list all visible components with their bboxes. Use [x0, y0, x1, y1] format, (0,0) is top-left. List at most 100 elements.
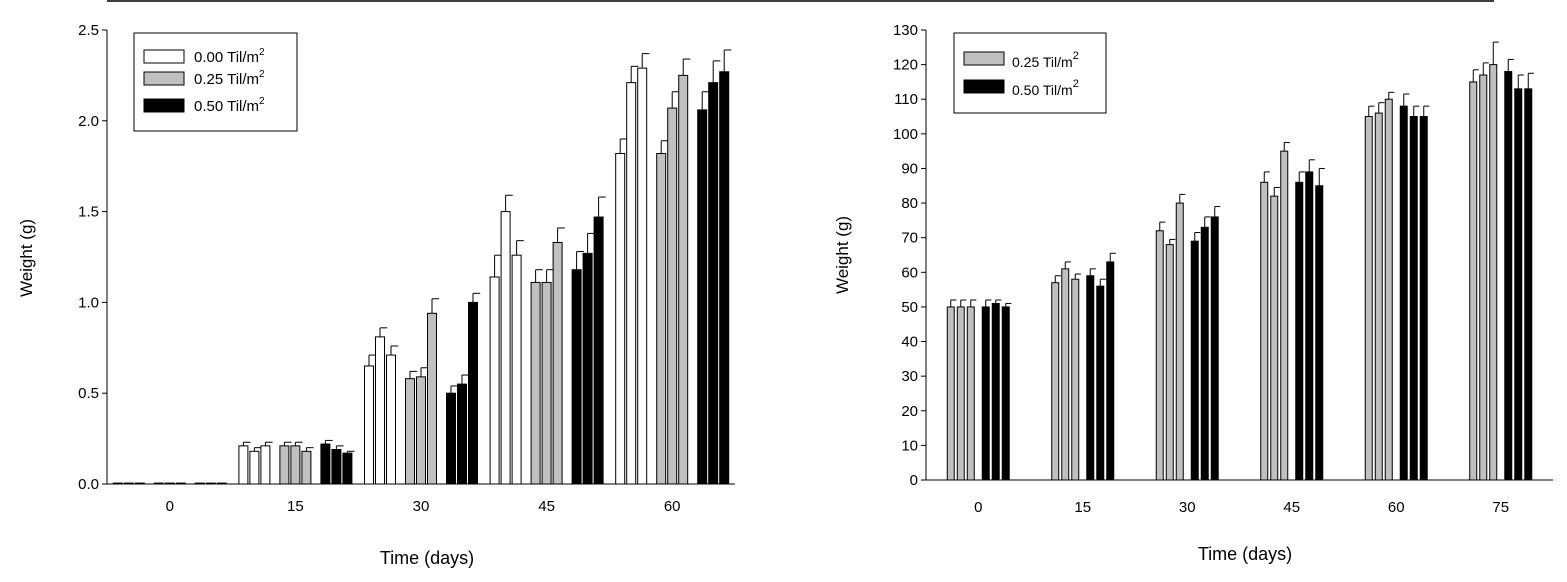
chart-left-bar — [279, 445, 290, 485]
chart-left-xlabel: Time (days) — [380, 548, 474, 568]
chart-left-bar — [134, 482, 145, 485]
chart-left-bar — [249, 450, 260, 485]
chart-left-legend-label: 0.50 Til/m2 — [194, 96, 265, 115]
chart-left-bar — [541, 281, 552, 485]
chart-right-bar — [1295, 181, 1304, 481]
chart-right-ytick-label: 110 — [894, 91, 918, 108]
chart-left-bar — [457, 383, 467, 485]
chart-right-xtick-label: 75 — [1492, 499, 1509, 516]
chart-left-bar — [320, 443, 331, 485]
chart-right-bar — [946, 306, 955, 481]
chart-right-ytick-label: 40 — [901, 334, 918, 351]
chart-left-bar — [656, 152, 667, 485]
chart-right-ytick-label: 50 — [901, 299, 918, 316]
chart-right-ytick-label: 0 — [910, 472, 918, 489]
chart-left-bar — [552, 241, 563, 485]
chart-right-legend: 0.25 Til/m2 0.50 Til/m2 — [953, 32, 1107, 114]
chart-left-bar — [708, 82, 719, 485]
chart-left-bar — [153, 482, 164, 485]
chart-left-bar — [386, 354, 396, 485]
chart-left-ytick-label: 1.5 — [78, 204, 99, 221]
chart-right-bar — [1061, 268, 1070, 481]
chart-right-xtick-label: 60 — [1388, 499, 1405, 516]
chart-left-bar — [238, 445, 249, 485]
chart-left-bar — [375, 336, 385, 485]
chart-left-bar — [194, 482, 205, 485]
chart-right-bar — [1200, 226, 1209, 481]
chart-right-bar — [1399, 105, 1408, 481]
chart-left-xtick-label: 15 — [287, 498, 304, 515]
chart-left-bar — [123, 482, 134, 485]
chart-right-bar — [1384, 98, 1393, 481]
chart-right-bar — [1419, 116, 1428, 481]
chart-left-xtick-label: 0 — [166, 498, 174, 515]
chart-left-bar — [500, 211, 511, 485]
chart-right-bar — [1051, 282, 1060, 481]
chart-left-bar — [290, 445, 301, 485]
chart-right-bar — [1155, 230, 1164, 481]
chart-left-bar — [216, 482, 227, 485]
chart-left-legend-label: 0.00 Til/m2 — [194, 47, 265, 66]
chart-right-bar — [1165, 244, 1174, 481]
chart-right-legend-frame — [953, 32, 1107, 114]
chart-right-legend-label: 0.25 Til/m2 — [1012, 50, 1079, 70]
chart-right-bar — [1001, 306, 1010, 481]
chart-right-bar — [1096, 285, 1105, 481]
chart-left-bar — [260, 445, 271, 485]
chart-right-ytick-label: 100 — [893, 126, 918, 143]
chart-right-ytick-label: 70 — [901, 230, 918, 247]
chart-left-legend-swatch — [143, 71, 185, 86]
chart-left-bar — [719, 71, 730, 485]
chart-left-ytick-label: 0.0 — [78, 476, 99, 493]
chart-right-xtick-label: 30 — [1179, 499, 1196, 516]
chart-right-bar — [1210, 216, 1219, 481]
chart-left-bar — [582, 252, 593, 485]
chart-right-ytick-label: 30 — [901, 368, 918, 385]
chart-left-bar — [364, 365, 374, 485]
chart-left-bar — [530, 281, 541, 485]
chart-left-ylabel: Weight (g) — [17, 219, 36, 297]
chart-left: Weight (g) Time (days) 0.0 0.5 1.0 1.5 2.0 2.… — [17, 22, 735, 568]
chart-right-bar — [1305, 171, 1314, 481]
chart-right-bar — [1175, 202, 1184, 481]
chart-right-bar — [1190, 240, 1199, 481]
chart-left-bar — [416, 376, 426, 485]
chart-right-marks: 0 10 20 30 40 50 60 70 80 90 100 110 120 130 0 15 30 45 60… — [893, 22, 1553, 516]
chart-left-bar — [615, 152, 626, 485]
chart-right-bar — [1086, 275, 1095, 481]
chart-right-xtick-label: 45 — [1283, 499, 1300, 516]
chart-right-bar — [1260, 181, 1269, 481]
chart-right-bar — [1504, 71, 1513, 481]
chart-right-ylabel: Weight (g) — [833, 216, 852, 294]
chart-left-bar — [678, 74, 689, 485]
chart-right-bar — [1364, 116, 1373, 481]
chart-left-bar — [205, 482, 216, 485]
chart-left-bar — [405, 378, 415, 485]
chart-left-bar — [511, 254, 522, 485]
chart-right-ytick-label: 10 — [901, 437, 918, 454]
chart-left-xtick-label: 30 — [413, 498, 430, 515]
chart-right-bar — [966, 306, 975, 481]
chart-left-bar — [489, 276, 500, 485]
chart-right-ytick-label: 80 — [901, 195, 918, 212]
chart-left-xtick-label: 60 — [664, 498, 681, 515]
chart-right-bar — [1106, 261, 1115, 481]
chart-right-bar — [1409, 116, 1418, 481]
chart-left-ytick-label: 0.5 — [78, 385, 99, 402]
chart-left-bar — [468, 301, 478, 485]
chart-right-bar — [991, 302, 1000, 481]
chart-right-bar — [1479, 74, 1488, 481]
chart-left-legend-swatch — [143, 98, 185, 113]
chart-right-xlabel: Time (days) — [1198, 544, 1292, 564]
chart-left-bar — [571, 269, 582, 485]
chart-right-bar — [1270, 195, 1279, 481]
chart-left-bar — [446, 392, 456, 485]
chart-right-ytick-label: 90 — [901, 160, 918, 177]
chart-right-bar — [1280, 150, 1289, 481]
chart-left-legend-label: 0.25 Til/m2 — [194, 69, 265, 88]
chart-right-bar — [1071, 278, 1080, 481]
chart-left-ytick-label: 2.5 — [78, 22, 99, 39]
chart-left-legend-swatch — [143, 49, 185, 64]
